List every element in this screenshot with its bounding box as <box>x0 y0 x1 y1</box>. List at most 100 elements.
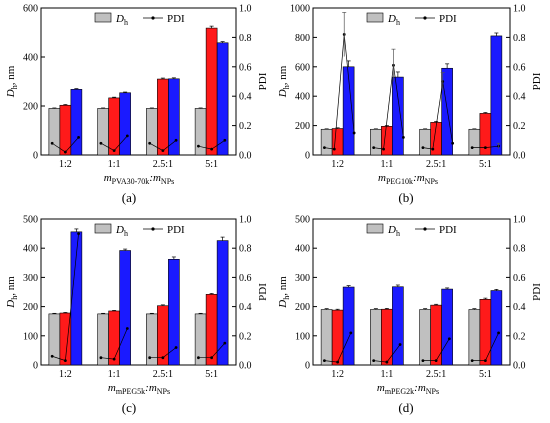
x-tick-label: 1:1 <box>380 369 393 380</box>
bar <box>468 128 481 156</box>
legend-label-dh-part: h <box>124 229 128 238</box>
y2-tick-label: 0.6 <box>239 273 252 284</box>
y-tick-label: 400 <box>295 92 310 103</box>
y2-tick-label: 0.8 <box>513 244 526 255</box>
pdi-point <box>434 359 438 363</box>
panel-label: (d) <box>398 400 413 415</box>
bar <box>331 128 344 156</box>
y-tick-label: 200 <box>23 102 38 113</box>
pdi-point <box>148 356 152 360</box>
y2-tick-label: 1.0 <box>513 215 526 226</box>
y-axis-label-part: , nm <box>5 276 17 296</box>
pdi-point <box>385 360 389 364</box>
y-tick-label: 0 <box>33 361 38 372</box>
bar <box>157 305 169 366</box>
y2-tick-label: 0.0 <box>513 361 526 372</box>
bar <box>108 310 120 366</box>
chart-panel-2: 0 200 400 600 800 1000 0.0 0.2 0.4 0.6 0.8 1.0 1:2 1:… <box>277 4 543 206</box>
y-tick-label: 500 <box>23 215 38 226</box>
bar <box>320 309 333 366</box>
pdi-point <box>431 147 435 151</box>
bar <box>320 128 333 156</box>
bar <box>168 78 180 156</box>
legend-label-dh-part: D <box>115 13 124 25</box>
y-tick-label: 0 <box>33 151 38 162</box>
bar <box>97 108 109 156</box>
x-tick-label: 2.5:1 <box>426 159 446 170</box>
y-tick-label: 400 <box>295 244 310 255</box>
x-axis-label-part: NPs <box>426 387 439 396</box>
x-axis-label-part: mPEG2k <box>385 387 414 396</box>
x-axis-label-part: m <box>377 382 385 394</box>
pdi-point <box>148 141 152 145</box>
legend-marker-pdi <box>423 16 427 20</box>
panel-label: (b) <box>398 190 413 205</box>
x-tick-label: 5:1 <box>205 369 218 380</box>
y-tick-label: 200 <box>295 121 310 132</box>
y-axis-label-part: h <box>282 85 291 89</box>
x-tick-label: 1:2 <box>59 369 72 380</box>
pdi-point <box>63 150 67 154</box>
pdi-point <box>112 149 116 152</box>
y-tick-label: 600 <box>295 62 310 73</box>
bar <box>146 313 158 366</box>
x-tick-label: 1:2 <box>59 159 72 170</box>
pdi-point <box>470 146 474 150</box>
legend-label-pdi: PDI <box>167 224 185 236</box>
y2-tick-label: 0.2 <box>513 331 526 342</box>
y-axis-label-part: , nm <box>5 65 17 85</box>
legend-label-dh-part: h <box>396 229 400 238</box>
legend-swatch-dh <box>366 223 384 234</box>
x-axis-label: mPEG10k:mNPs <box>378 172 438 186</box>
y2-tick-label: 0.6 <box>513 273 526 284</box>
bar <box>370 309 382 366</box>
legend-label-pdi: PDI <box>167 13 185 25</box>
plot-frame <box>312 218 511 366</box>
y-axis-label: Dh, nm <box>5 65 19 98</box>
chart-panel-4: 0 100 200 300 400 500 0.0 0.2 0.4 0.6 0.8 1.0 1:2 1:1… <box>277 215 543 416</box>
pdi-point <box>223 341 227 345</box>
pdi-point <box>372 359 376 363</box>
bar <box>216 240 229 366</box>
bar <box>490 35 503 156</box>
y-axis-label: Dh, nm <box>5 276 19 309</box>
bar <box>216 42 229 156</box>
pdi-point <box>197 356 200 360</box>
plot-frame <box>312 7 511 156</box>
x-axis-label: mmPEG5k:mNPs <box>108 382 170 396</box>
pdi-point <box>125 134 129 138</box>
x-tick-label: 5:1 <box>205 159 218 170</box>
legend-label-dh-part: h <box>124 18 128 27</box>
x-tick-label: 2.5:1 <box>426 369 446 380</box>
pdi-point <box>398 343 402 346</box>
pdi-line <box>324 34 355 150</box>
legend-label-dh: Dh <box>115 224 128 238</box>
y2-tick-label: 0.8 <box>239 33 252 44</box>
y-tick-label: 100 <box>295 331 310 342</box>
y-tick-label: 300 <box>295 273 310 284</box>
x-axis-label-part: m <box>104 172 112 184</box>
x-tick-label: 2.5:1 <box>153 159 173 170</box>
panel-label: (a) <box>122 190 136 205</box>
bar <box>381 126 393 156</box>
x-axis-label-part: m <box>108 382 116 394</box>
y-axis-label-part: h <box>282 296 291 300</box>
y2-tick-label: 0.6 <box>239 62 252 73</box>
y-axis-label-part: D <box>277 89 289 98</box>
y-axis-label-part: h <box>10 296 19 300</box>
chart-panel-1: 0 200 400 600 0.0 0.2 0.4 0.6 0.8 1.0 1:2 1:1 2.5:1 5… <box>5 4 269 206</box>
bar <box>48 108 61 156</box>
y2-axis-label: PDI <box>531 72 543 90</box>
y-tick-label: 200 <box>23 302 38 313</box>
bar <box>419 128 431 156</box>
x-tick-label: 1:1 <box>108 369 121 380</box>
x-tick-label: 1:1 <box>108 159 121 170</box>
legend-marker-pdi <box>423 227 427 231</box>
bar <box>205 27 218 156</box>
y-axis-label-part: , nm <box>277 65 289 85</box>
bar <box>392 76 404 156</box>
y-axis-label-part: D <box>5 300 17 309</box>
y-axis-label: Dh, nm <box>277 276 291 309</box>
y2-tick-label: 0.0 <box>513 151 526 162</box>
